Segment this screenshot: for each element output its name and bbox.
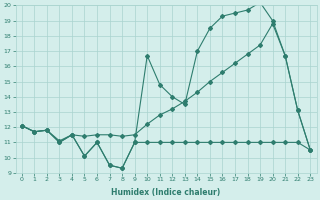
X-axis label: Humidex (Indice chaleur): Humidex (Indice chaleur) [111,188,221,197]
